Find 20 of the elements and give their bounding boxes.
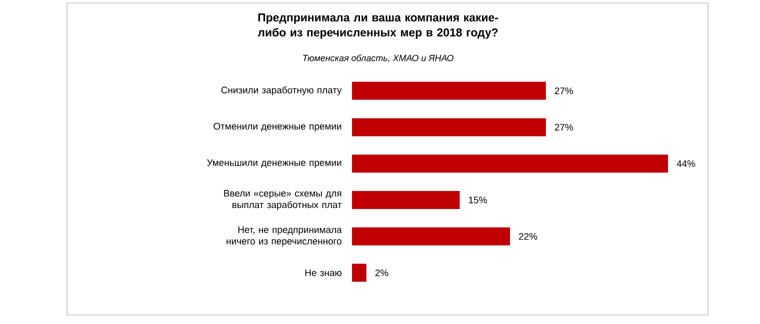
bar: [352, 82, 546, 100]
y-tick-label: Не знаю: [305, 269, 342, 276]
bar: [352, 264, 366, 282]
y-tick-label: Нет, не предпринимала ничего из перечисленного: [226, 226, 342, 246]
chart-subtitle: Тюменская область, ХМАО и ЯНАО: [303, 54, 454, 62]
data-label: 2%: [375, 269, 388, 276]
data-label: 22%: [518, 233, 538, 240]
y-tick-label: Снизили заработную плату: [221, 86, 342, 96]
y-tick-label: Ввели «серые» схемы для выплат заработных плат: [224, 190, 342, 210]
bar: [352, 118, 546, 136]
data-label: 27%: [554, 87, 574, 94]
data-label: 44%: [676, 160, 696, 167]
y-tick-label: Уменьшили денежные премии: [207, 159, 342, 168]
bar: [352, 227, 510, 246]
bar: [352, 154, 668, 173]
data-label: 15%: [468, 196, 487, 204]
data-label: 27%: [554, 124, 574, 131]
bar: [352, 191, 460, 210]
y-tick-label: Отменили денежные премии: [214, 122, 342, 132]
chart-title: Предпринимала ли ваша компания какие-либо из перечисленных мер в 2018 году?: [258, 14, 498, 39]
